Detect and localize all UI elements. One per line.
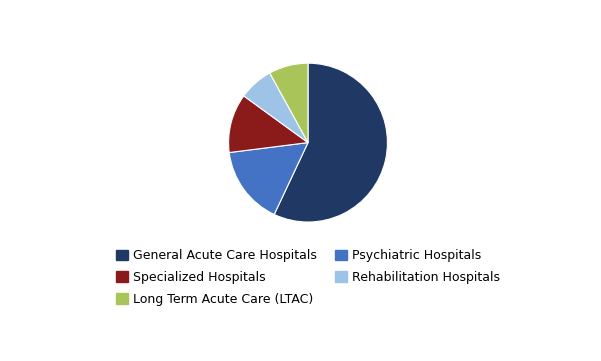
Legend: General Acute Care Hospitals, Specialized Hospitals, Long Term Acute Care (LTAC): General Acute Care Hospitals, Specialize… [111, 244, 505, 311]
Wedge shape [244, 73, 308, 143]
Wedge shape [270, 63, 308, 143]
Wedge shape [228, 96, 308, 153]
Wedge shape [274, 63, 388, 222]
Wedge shape [229, 143, 308, 214]
